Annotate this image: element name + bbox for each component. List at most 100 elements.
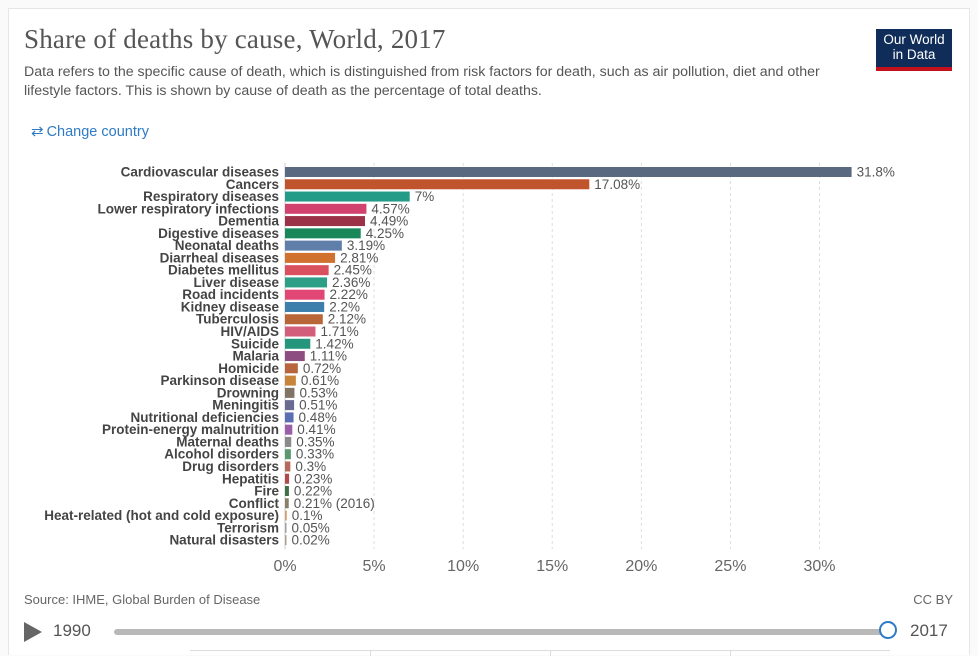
value-label: 0.33%: [296, 447, 334, 462]
bar[interactable]: [285, 277, 328, 288]
bar[interactable]: [285, 510, 287, 521]
x-tick-label: 30%: [803, 558, 835, 575]
bar[interactable]: [285, 436, 292, 447]
bar[interactable]: [285, 265, 329, 276]
category-label: Drowning: [217, 385, 279, 400]
x-tick-label: 5%: [363, 558, 386, 575]
value-label: 0.41%: [297, 422, 335, 437]
timeline-handle[interactable]: [879, 621, 897, 639]
category-label: Hepatitis: [222, 471, 279, 486]
bar[interactable]: [285, 498, 289, 509]
swap-arrows-icon: ⇄: [31, 123, 44, 140]
category-label: Dementia: [218, 214, 279, 229]
bar-layer: [285, 167, 852, 546]
category-label: Kidney disease: [181, 299, 280, 314]
x-tick-label: 15%: [536, 558, 568, 575]
value-label: 2.12%: [328, 312, 366, 327]
value-label: 31.8%: [857, 165, 895, 180]
bar[interactable]: [285, 522, 287, 533]
category-label: Respiratory diseases: [143, 189, 279, 204]
bar[interactable]: [285, 179, 590, 190]
bar[interactable]: [285, 191, 410, 202]
category-label: Meningitis: [212, 398, 279, 413]
bar[interactable]: [285, 203, 367, 214]
value-label: 0.05%: [292, 520, 330, 535]
category-label: Lower respiratory infections: [97, 201, 279, 216]
value-label: 1.71%: [320, 324, 358, 339]
category-label: Digestive diseases: [158, 226, 279, 241]
bar[interactable]: [285, 412, 294, 423]
value-label: 0.61%: [301, 373, 339, 388]
bar[interactable]: [285, 400, 295, 411]
bar[interactable]: [285, 449, 291, 460]
bar[interactable]: [285, 314, 323, 325]
value-label: 0.51%: [299, 398, 337, 413]
category-label: Homicide: [218, 361, 279, 376]
bar[interactable]: [285, 228, 361, 239]
value-label: 4.57%: [371, 201, 409, 216]
bar[interactable]: [285, 486, 289, 497]
value-label: 0.02%: [292, 533, 330, 548]
timeline-track[interactable]: [114, 629, 890, 635]
category-label: Malaria: [232, 349, 279, 364]
value-label: 0.72%: [303, 361, 341, 376]
bar[interactable]: [285, 216, 365, 227]
value-label: 2.22%: [330, 287, 368, 302]
category-label: Protein-energy malnutrition: [102, 422, 279, 437]
logo-line-1: Our World: [883, 32, 945, 47]
bar[interactable]: [285, 289, 325, 300]
source-note: Source: IHME, Global Burden of Disease: [24, 592, 261, 607]
bar[interactable]: [285, 351, 305, 362]
chart-frame: [8, 8, 970, 655]
category-label: Fire: [254, 484, 279, 499]
bar[interactable]: [285, 461, 291, 472]
category-label: Cardiovascular diseases: [121, 165, 279, 180]
value-label: 0.23%: [294, 471, 332, 486]
timeline-end-year: 2017: [910, 621, 948, 640]
value-label: 0.1%: [292, 508, 323, 523]
logo-line-2: in Data: [892, 47, 936, 62]
value-label: 0.3%: [295, 459, 326, 474]
bar[interactable]: [285, 424, 293, 435]
category-label: Drug disorders: [182, 459, 279, 474]
chart-title: Share of deaths by cause, World, 2017: [24, 24, 446, 54]
value-label: 1.11%: [310, 349, 347, 364]
category-label: Diabetes mellitus: [168, 263, 279, 278]
value-label: 1.42%: [315, 336, 353, 351]
value-label: 2.81%: [340, 250, 378, 265]
category-label: Liver disease: [193, 275, 279, 290]
change-country-button[interactable]: ⇄ Change country: [31, 122, 149, 140]
value-label: 17.08%: [594, 177, 640, 192]
x-tick-label: 10%: [447, 558, 479, 575]
bar[interactable]: [285, 387, 295, 398]
bar[interactable]: [285, 535, 287, 546]
category-label: Road incidents: [182, 287, 279, 302]
bar[interactable]: [285, 252, 336, 263]
tab-separator: [550, 651, 551, 656]
bar[interactable]: [285, 338, 311, 349]
value-label: 0.53%: [299, 385, 337, 400]
label-layer: 0% 5% 10% 15% 20% 25% 30% Cardiovascular diseas…: [44, 165, 895, 576]
category-label: Neonatal deaths: [175, 238, 279, 253]
value-label: 0.48%: [299, 410, 337, 425]
license-link[interactable]: CC BY: [913, 592, 953, 607]
category-label: Tuberculosis: [196, 312, 279, 327]
tab-separator: [730, 651, 731, 656]
category-label: Alcohol disorders: [164, 447, 279, 462]
bar[interactable]: [285, 240, 342, 251]
play-icon[interactable]: [24, 622, 42, 642]
owid-logo[interactable]: Our World in Data: [876, 29, 952, 71]
bar[interactable]: [285, 167, 852, 177]
value-label: 0.22%: [294, 484, 332, 499]
bar[interactable]: [285, 473, 290, 484]
bar[interactable]: [285, 301, 325, 312]
timeline-start-year: 1990: [53, 621, 91, 640]
category-label: Terrorism: [217, 520, 279, 535]
bar[interactable]: [285, 326, 316, 337]
bar[interactable]: [285, 375, 296, 386]
bar[interactable]: [285, 363, 298, 374]
category-label: Parkinson disease: [160, 373, 279, 388]
value-label: 2.36%: [332, 275, 370, 290]
tab-separator: [370, 651, 371, 656]
category-label: Diarrheal diseases: [160, 250, 279, 265]
